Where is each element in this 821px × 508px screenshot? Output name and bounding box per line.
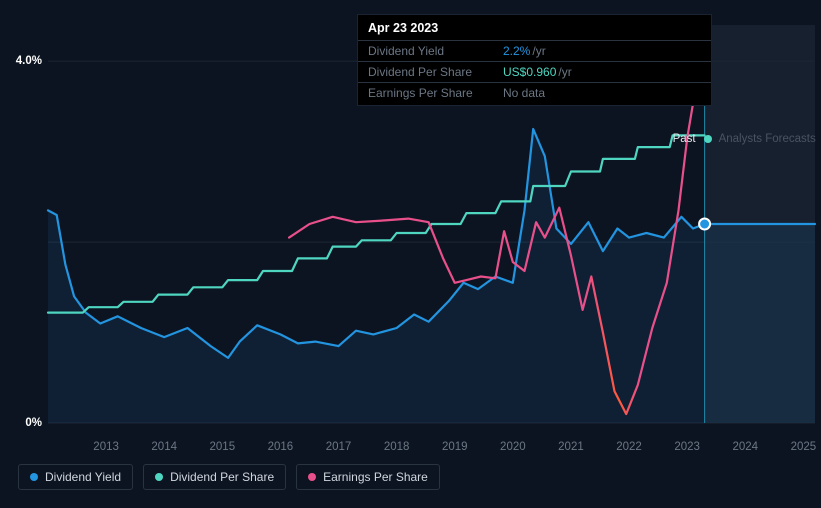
y-tick-label: 4.0% (16, 55, 42, 67)
chart-legend: Dividend Yield Dividend Per Share Earnin… (18, 464, 440, 490)
tooltip-date: Apr 23 2023 (358, 17, 711, 40)
tooltip-row-label: Dividend Yield (368, 44, 503, 58)
x-tick-label: 2018 (384, 441, 410, 453)
tooltip-row: Dividend Yield2.2%/yr (358, 40, 711, 61)
chart-tooltip: Apr 23 2023 Dividend Yield2.2%/yrDividen… (357, 14, 712, 106)
x-tick-label: 2019 (442, 441, 468, 453)
legend-dot-icon (308, 473, 316, 481)
legend-item-dividend-per-share[interactable]: Dividend Per Share (143, 464, 286, 490)
past-label: Past (673, 133, 696, 145)
legend-item-dividend-yield[interactable]: Dividend Yield (18, 464, 133, 490)
legend-dot-icon (155, 473, 163, 481)
tooltip-row-value: 2.2%/yr (503, 44, 546, 58)
tooltip-row: Dividend Per ShareUS$0.960/yr (358, 61, 711, 82)
x-tick-label: 2023 (674, 441, 700, 453)
y-axis-labels: 0% 4.0% (0, 0, 46, 508)
x-tick-label: 2025 (791, 441, 817, 453)
x-tick-label: 2022 (616, 441, 642, 453)
legend-label: Dividend Yield (45, 470, 121, 484)
x-tick-label: 2024 (732, 441, 758, 453)
tooltip-row-value: US$0.960/yr (503, 65, 572, 79)
legend-label: Dividend Per Share (170, 470, 274, 484)
x-tick-label: 2014 (151, 441, 177, 453)
legend-label: Earnings Per Share (323, 470, 428, 484)
tooltip-row-value: No data (503, 86, 545, 100)
x-tick-label: 2020 (500, 441, 526, 453)
tooltip-row-label: Dividend Per Share (368, 65, 503, 79)
past-marker-dot (704, 135, 712, 143)
dividend-chart: 0%4.0% 201320142015201620172018201920202… (0, 0, 821, 508)
legend-item-earnings-per-share[interactable]: Earnings Per Share (296, 464, 440, 490)
tooltip-row-label: Earnings Per Share (368, 86, 503, 100)
tooltip-row: Earnings Per ShareNo data (358, 82, 711, 103)
y-tick-label: 0% (25, 417, 42, 429)
forecast-label: Analysts Forecasts (719, 133, 816, 145)
x-axis-labels: 2013 2014 2015 2016 2017 2018 2019 2020 2021 2022… (0, 441, 821, 457)
x-tick-label: 2015 (210, 441, 236, 453)
x-tick-label: 2013 (93, 441, 119, 453)
x-tick-label: 2017 (326, 441, 352, 453)
x-tick-label: 2016 (268, 441, 294, 453)
x-tick-label: 2021 (558, 441, 584, 453)
legend-dot-icon (30, 473, 38, 481)
